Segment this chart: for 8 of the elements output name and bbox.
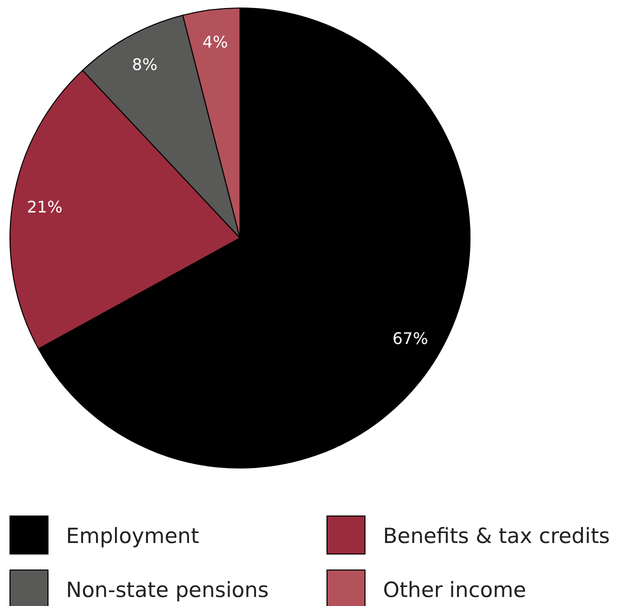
legend-label: Other income	[383, 578, 526, 602]
data-label: 67%	[392, 329, 428, 348]
legend-label: Non-state pensions	[66, 578, 269, 602]
data-label: 8%	[132, 55, 158, 74]
legend-label: Employment	[66, 524, 200, 548]
data-label: 4%	[202, 32, 228, 52]
data-label: 21%	[26, 198, 62, 217]
legend-label: Benefits & tax credits	[383, 524, 610, 548]
